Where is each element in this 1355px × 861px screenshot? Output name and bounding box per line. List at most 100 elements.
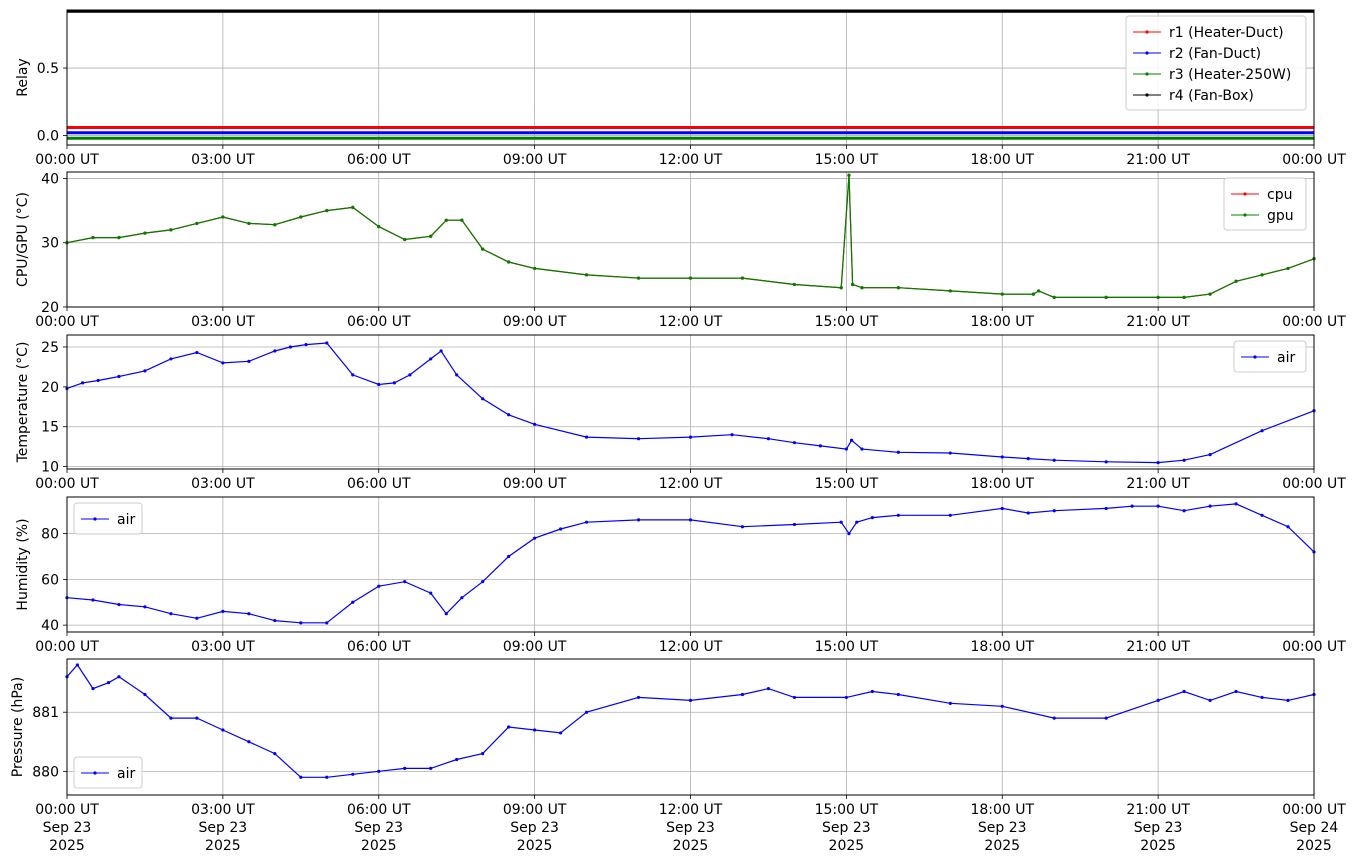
data-point	[75, 663, 79, 667]
legend: cpu gpu	[1223, 177, 1307, 231]
legend-box	[1125, 15, 1307, 111]
y-tick-label: 880	[32, 764, 59, 780]
data-point	[740, 692, 745, 697]
data-point	[1234, 502, 1238, 506]
legend-marker	[1145, 51, 1149, 55]
data-point	[896, 286, 900, 290]
x-tick-label: 12:00 UT	[659, 314, 723, 330]
data-point	[1208, 292, 1212, 296]
legend: air	[1233, 340, 1307, 373]
legend: r1 (Heater-Duct) r2 (Fan-Duct) r3 (Heater-…	[1125, 15, 1307, 111]
data-point	[507, 413, 511, 417]
data-point	[351, 772, 355, 776]
data-point	[792, 441, 797, 445]
data-point	[584, 273, 589, 277]
data-point	[851, 282, 855, 287]
plot-frame	[66, 334, 1315, 470]
y-tick-label: 40	[41, 618, 59, 634]
data-point	[792, 522, 797, 527]
data-point	[481, 580, 485, 584]
data-point	[91, 686, 95, 691]
data-point	[839, 520, 843, 524]
data-point	[584, 520, 589, 524]
data-point	[1104, 460, 1108, 464]
data-point	[106, 681, 111, 685]
y-tick-label: 60	[41, 572, 59, 588]
legend: air	[73, 502, 143, 535]
x-tick-year: 2025	[829, 838, 865, 854]
series-line	[66, 663, 1315, 778]
plot-frame	[66, 9, 1315, 146]
data-point	[273, 349, 277, 353]
data-point	[169, 716, 173, 720]
y-tick-label: 0.5	[37, 61, 59, 77]
legend: air	[73, 756, 143, 789]
x-tick-label: 21:00 UT	[1126, 476, 1190, 492]
legend-label: gpu	[1267, 208, 1294, 224]
y-axis-label: Temperature (°C)	[15, 342, 31, 464]
data-point	[377, 584, 381, 588]
data-point	[740, 525, 745, 529]
data-point	[1208, 504, 1212, 508]
data-point	[221, 728, 225, 732]
data-point	[533, 422, 537, 426]
data-point	[870, 689, 874, 694]
data-point	[1052, 716, 1056, 720]
data-point	[221, 609, 225, 614]
data-point	[847, 173, 851, 177]
series-line	[66, 503, 1315, 624]
series-1	[65, 663, 1316, 779]
data-point	[636, 695, 641, 700]
x-tick-label: 18:00 UT	[970, 639, 1034, 655]
data-point	[948, 701, 952, 705]
y-axis-label: Pressure (hPa)	[10, 677, 26, 777]
x-tick-date: Sep 23	[1134, 820, 1183, 836]
data-point	[1286, 525, 1290, 529]
data-point	[247, 221, 251, 226]
legend-label: r3 (Heater-250W)	[1169, 67, 1291, 83]
data-point	[860, 286, 864, 290]
data-point	[847, 532, 851, 536]
x-tick-label: 00:00 UT	[35, 314, 99, 330]
data-point	[288, 345, 293, 349]
legend-label: r1 (Heater-Duct)	[1169, 25, 1284, 41]
data-point	[1260, 513, 1264, 517]
x-tick-year: 2025	[205, 838, 241, 854]
legend-label: air	[117, 512, 135, 528]
data-point	[1026, 511, 1030, 515]
x-tick-label: 15:00 UT	[815, 314, 879, 330]
data-point	[247, 740, 251, 744]
data-point	[1260, 695, 1264, 700]
data-point	[1104, 716, 1108, 720]
data-point	[1000, 506, 1004, 511]
x-tick-date: Sep 23	[978, 820, 1027, 836]
x-tick-label: 03:00 UT	[191, 802, 255, 818]
data-point	[408, 373, 412, 377]
data-point	[636, 437, 641, 441]
plot-frame	[66, 496, 1315, 633]
data-point	[730, 433, 734, 437]
data-point	[1234, 279, 1238, 283]
x-tick-label: 09:00 UT	[503, 476, 567, 492]
data-point	[117, 374, 121, 379]
data-point	[533, 536, 537, 540]
x-tick-label: 21:00 UT	[1126, 314, 1190, 330]
legend-label: air	[1277, 350, 1295, 366]
data-point	[299, 775, 303, 779]
x-tick-label: 15:00 UT	[815, 476, 879, 492]
data-point	[377, 225, 381, 229]
data-point	[1052, 509, 1056, 513]
data-point	[1286, 266, 1290, 271]
x-tick-label: 21:00 UT	[1126, 639, 1190, 655]
x-tick-label: 06:00 UT	[347, 802, 411, 818]
data-point	[460, 218, 464, 222]
x-tick-date: Sep 23	[354, 820, 403, 836]
series-1	[65, 341, 1316, 465]
y-tick-label: 40	[41, 171, 59, 187]
data-point	[325, 775, 329, 779]
data-point	[299, 621, 303, 625]
data-point	[766, 437, 771, 441]
data-point	[740, 276, 745, 280]
legend-marker	[1145, 72, 1149, 76]
x-tick-label: 21:00 UT	[1126, 152, 1190, 168]
